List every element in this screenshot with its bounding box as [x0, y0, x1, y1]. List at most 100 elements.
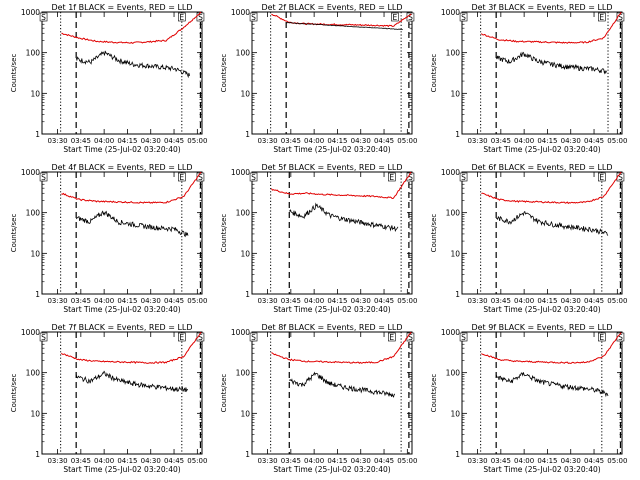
marker-s: S — [41, 333, 46, 342]
events-series-line — [75, 370, 188, 393]
marker-e: E — [179, 173, 184, 182]
marker-s: S — [408, 13, 413, 22]
x-axis-label: Start Time (25-Jul-02 03:20:40) — [483, 145, 600, 154]
y-tick-label: 10 — [450, 409, 460, 418]
x-tick-label: 05:00 — [187, 457, 207, 465]
x-tick-label: 04:45 — [374, 137, 394, 145]
lld-series-line — [481, 332, 622, 365]
x-axis-label: Start Time (25-Jul-02 03:20:40) — [63, 305, 180, 314]
y-tick-label: 10 — [450, 89, 460, 98]
x-tick-label: 03:45 — [71, 297, 91, 305]
x-tick-label: 03:30 — [467, 137, 487, 145]
y-tick-label: 1 — [245, 130, 250, 139]
y-tick-label: 1 — [455, 130, 460, 139]
x-tick-label: 03:30 — [257, 137, 277, 145]
marker-e: E — [393, 13, 398, 22]
lld-series-line — [271, 331, 412, 365]
x-axis-label: Start Time (25-Jul-02 03:20:40) — [273, 145, 390, 154]
plot-frame — [251, 331, 413, 455]
x-tick-label: 03:45 — [71, 457, 91, 465]
marker-e: E — [389, 333, 394, 342]
plot-frame — [461, 11, 623, 135]
y-axis-label: Counts/sec — [10, 214, 18, 253]
x-axis-label: Start Time (25-Jul-02 03:20:40) — [483, 465, 600, 474]
x-tick-label: 03:45 — [491, 297, 511, 305]
marker-box — [598, 332, 606, 342]
marker-s: S — [251, 13, 256, 22]
plot-frame — [251, 11, 413, 135]
y-tick-label: 1000 — [231, 328, 250, 337]
marker-box — [391, 12, 399, 22]
marker-box — [178, 332, 186, 342]
marker-e: E — [599, 333, 604, 342]
x-tick-label: 04:15 — [537, 137, 557, 145]
marker-e: E — [389, 173, 394, 182]
plot-frame — [461, 171, 623, 295]
y-tick-label: 10 — [240, 89, 250, 98]
panel-title: Det 3f BLACK = Events, RED = LLD — [471, 3, 612, 12]
lld-series-line — [61, 331, 202, 364]
x-axis-label: Start Time (25-Jul-02 03:20:40) — [273, 465, 390, 474]
x-tick-label: 04:45 — [164, 297, 184, 305]
marker-box — [178, 172, 186, 182]
marker-box — [388, 332, 396, 342]
x-tick-label: 04:00 — [514, 457, 534, 465]
x-tick-label: 04:45 — [164, 137, 184, 145]
y-axis-label: Counts/sec — [430, 374, 438, 413]
y-axis-label: Counts/sec — [220, 214, 228, 253]
panel-8: Det 8f BLACK = Events, RED = LLD 1 10 100 10… — [220, 323, 417, 474]
x-axis-label: Start Time (25-Jul-02 03:20:40) — [483, 305, 600, 314]
x-tick-label: 05:00 — [607, 137, 627, 145]
y-axis-label: Counts/sec — [10, 54, 18, 93]
marker-s: S — [618, 173, 623, 182]
y-tick-label: 1000 — [231, 8, 250, 17]
marker-box — [178, 12, 186, 22]
y-axis-label: Counts/sec — [220, 374, 228, 413]
x-tick-label: 03:45 — [491, 457, 511, 465]
panels-group: Det 1f BLACK = Events, RED = LLD11010010… — [10, 3, 627, 474]
x-tick-label: 05:00 — [397, 457, 417, 465]
x-tick-label: 03:30 — [47, 457, 67, 465]
x-tick-label: 05:00 — [607, 457, 627, 465]
x-tick-label: 04:30 — [351, 137, 371, 145]
marker-s: S — [408, 333, 413, 342]
plot-frame — [251, 171, 413, 295]
lld-series-line — [481, 11, 622, 44]
panel-1: Det 1f BLACK = Events, RED = LLD 1 10 100 10… — [10, 3, 207, 154]
x-tick-label: 04:30 — [141, 297, 161, 305]
panel-title: Det 6f BLACK = Events, RED = LLD — [471, 163, 612, 172]
marker-box — [388, 172, 396, 182]
x-tick-label: 03:45 — [281, 457, 301, 465]
x-tick-label: 04:15 — [537, 457, 557, 465]
marker-box — [249, 12, 258, 22]
events-series-line — [495, 51, 607, 75]
x-tick-label: 04:15 — [537, 297, 557, 305]
y-tick-label: 1 — [455, 450, 460, 459]
lld-series-line — [61, 11, 202, 44]
y-axis-label: Counts/sec — [430, 214, 438, 253]
marker-s: S — [461, 13, 466, 22]
marker-box — [39, 172, 48, 182]
x-tick-label: 04:00 — [514, 297, 534, 305]
marker-s: S — [618, 333, 623, 342]
x-tick-label: 03:45 — [71, 137, 91, 145]
marker-box — [249, 172, 258, 182]
y-tick-label: 10 — [30, 409, 40, 418]
panel-2: Det 2f BLACK = Events, RED = LLD 1 10 100 10… — [220, 3, 417, 154]
x-tick-label: 03:45 — [281, 297, 301, 305]
x-tick-label: 04:15 — [327, 297, 347, 305]
y-axis-label: Counts/sec — [220, 54, 228, 93]
panel-7: Det 7f BLACK = Events, RED = LLD 1 10 100 10… — [10, 323, 207, 474]
x-tick-label: 04:15 — [117, 137, 137, 145]
y-axis-label: Counts/sec — [10, 374, 18, 413]
x-tick-label: 04:30 — [561, 457, 581, 465]
x-tick-label: 04:15 — [327, 457, 347, 465]
marker-s: S — [198, 13, 203, 22]
events-series-line — [288, 371, 395, 398]
x-tick-label: 03:30 — [467, 457, 487, 465]
x-tick-label: 03:30 — [257, 457, 277, 465]
events-series-line — [75, 210, 189, 238]
marker-s: S — [251, 173, 256, 182]
x-tick-label: 04:45 — [164, 457, 184, 465]
